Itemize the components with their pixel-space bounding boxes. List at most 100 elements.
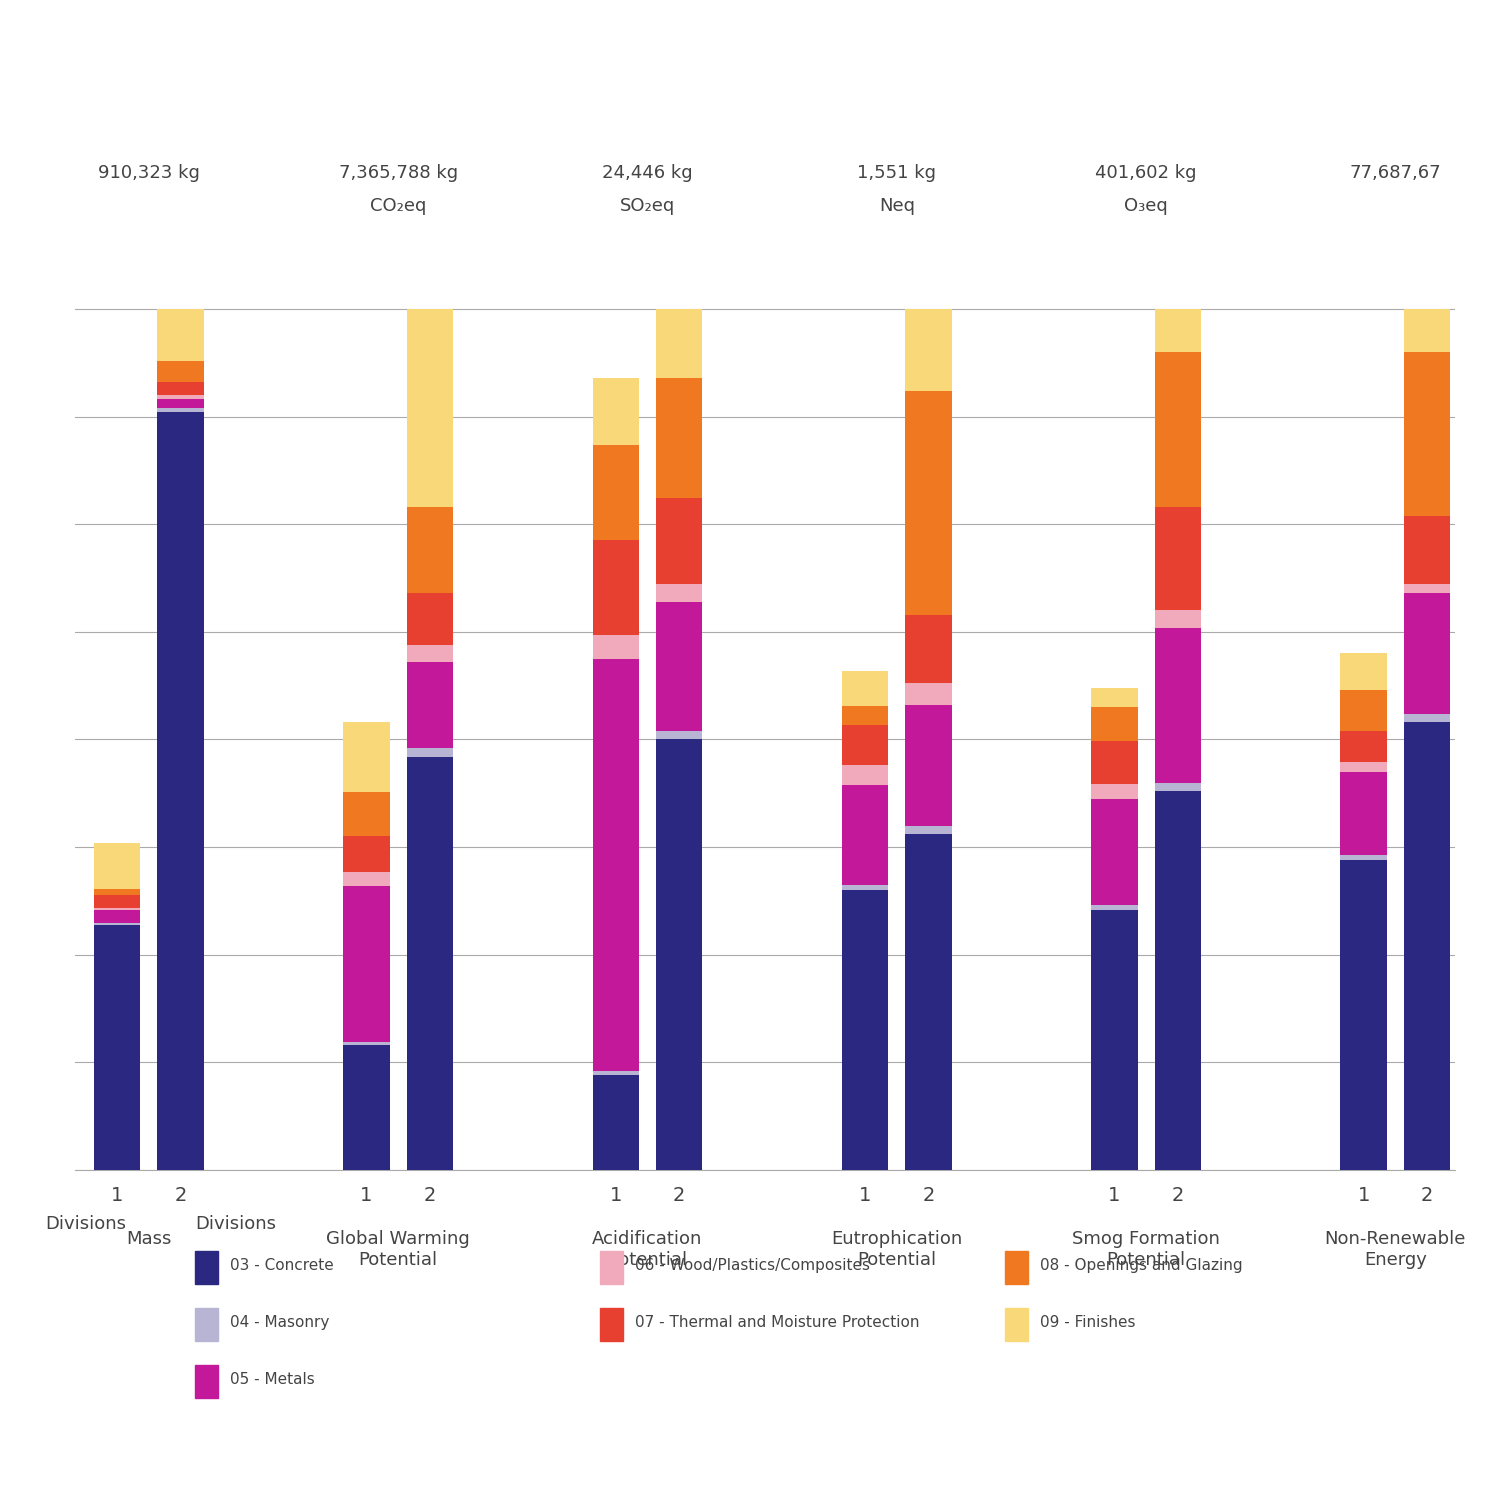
Bar bbox=[158, 413, 204, 1170]
Bar bbox=[1155, 627, 1202, 783]
Bar bbox=[1090, 688, 1137, 706]
Text: Global Warming
Potential: Global Warming Potential bbox=[327, 1230, 470, 1269]
Bar bbox=[94, 908, 141, 910]
Bar bbox=[406, 662, 453, 748]
Text: 05 - Metals: 05 - Metals bbox=[230, 1372, 315, 1388]
Bar bbox=[406, 309, 453, 507]
Bar bbox=[1341, 762, 1388, 772]
Text: 77,687,67: 77,687,67 bbox=[1350, 164, 1442, 182]
Bar bbox=[842, 765, 888, 786]
Bar bbox=[842, 891, 888, 1170]
Bar bbox=[1155, 610, 1202, 627]
Text: Divisions: Divisions bbox=[195, 1215, 276, 1233]
Text: 7,365,788 kg: 7,365,788 kg bbox=[339, 164, 458, 182]
Bar bbox=[1090, 741, 1137, 784]
Text: Divisions: Divisions bbox=[45, 1215, 126, 1233]
Bar bbox=[158, 408, 204, 413]
Bar bbox=[1341, 730, 1388, 762]
Bar bbox=[592, 636, 639, 658]
Bar bbox=[1155, 309, 1202, 352]
Bar bbox=[1404, 585, 1450, 592]
Bar bbox=[656, 585, 702, 602]
Text: 910,323 kg: 910,323 kg bbox=[98, 164, 200, 182]
Bar bbox=[906, 834, 952, 1170]
Bar bbox=[158, 399, 204, 408]
Bar bbox=[344, 1044, 390, 1170]
Bar bbox=[906, 309, 952, 390]
Text: 04 - Masonry: 04 - Masonry bbox=[230, 1316, 330, 1330]
Bar bbox=[94, 888, 141, 896]
Bar bbox=[1341, 690, 1388, 730]
Bar bbox=[1404, 592, 1450, 714]
Bar bbox=[1341, 859, 1388, 1170]
Bar bbox=[406, 507, 453, 592]
Text: Non-Renewable
Energy: Non-Renewable Energy bbox=[1324, 1230, 1466, 1269]
Bar bbox=[94, 924, 141, 1170]
Bar bbox=[592, 1076, 639, 1170]
Bar bbox=[656, 498, 702, 585]
Bar bbox=[344, 1042, 390, 1044]
Bar bbox=[906, 390, 952, 615]
Bar bbox=[158, 394, 204, 399]
Bar bbox=[906, 705, 952, 825]
Bar bbox=[94, 843, 141, 888]
Bar bbox=[406, 592, 453, 645]
Bar bbox=[406, 645, 453, 662]
Bar bbox=[1341, 855, 1388, 859]
Bar bbox=[1404, 516, 1450, 585]
Bar bbox=[1090, 904, 1137, 909]
Bar bbox=[592, 1071, 639, 1076]
Bar bbox=[94, 910, 141, 922]
Bar bbox=[656, 378, 702, 498]
Bar bbox=[94, 922, 141, 924]
Bar bbox=[656, 309, 702, 378]
Bar bbox=[842, 885, 888, 891]
Bar bbox=[592, 446, 639, 540]
Bar bbox=[1090, 909, 1137, 1170]
Bar bbox=[842, 786, 888, 885]
Text: SO₂eq: SO₂eq bbox=[620, 196, 675, 214]
Bar bbox=[344, 837, 390, 872]
Bar bbox=[842, 705, 888, 726]
Bar bbox=[1404, 309, 1450, 352]
Bar bbox=[1341, 654, 1388, 690]
Bar bbox=[1155, 507, 1202, 610]
Bar bbox=[1404, 714, 1450, 722]
Bar bbox=[344, 722, 390, 792]
Bar bbox=[1155, 790, 1202, 1170]
Bar bbox=[906, 825, 952, 834]
Text: 03 - Concrete: 03 - Concrete bbox=[230, 1258, 334, 1274]
Bar bbox=[592, 378, 639, 446]
Bar bbox=[344, 885, 390, 1042]
Text: 24,446 kg: 24,446 kg bbox=[602, 164, 693, 182]
Text: 401,602 kg: 401,602 kg bbox=[1095, 164, 1197, 182]
Text: Eutrophication
Potential: Eutrophication Potential bbox=[831, 1230, 963, 1269]
Bar bbox=[1090, 706, 1137, 741]
Bar bbox=[406, 756, 453, 1170]
Text: Mass: Mass bbox=[126, 1230, 171, 1248]
Bar bbox=[592, 540, 639, 636]
Text: 07 - Thermal and Moisture Protection: 07 - Thermal and Moisture Protection bbox=[634, 1316, 920, 1330]
Bar bbox=[906, 615, 952, 684]
Text: Acidification
Potential: Acidification Potential bbox=[592, 1230, 702, 1269]
Bar bbox=[406, 748, 453, 756]
Text: 06 - Wood/Plastics/Composites: 06 - Wood/Plastics/Composites bbox=[634, 1258, 870, 1274]
Bar bbox=[158, 309, 204, 360]
Bar bbox=[842, 726, 888, 765]
Text: 08 - Openings and Glazing: 08 - Openings and Glazing bbox=[1040, 1258, 1242, 1274]
Bar bbox=[1404, 352, 1450, 516]
Bar bbox=[1090, 798, 1137, 904]
Text: Smog Formation
Potential: Smog Formation Potential bbox=[1072, 1230, 1220, 1269]
Bar bbox=[1341, 772, 1388, 855]
Bar bbox=[656, 730, 702, 740]
Bar bbox=[592, 658, 639, 1071]
Bar bbox=[906, 684, 952, 705]
Bar bbox=[344, 871, 390, 885]
Bar bbox=[656, 740, 702, 1170]
Bar bbox=[1155, 352, 1202, 507]
Text: 09 - Finishes: 09 - Finishes bbox=[1040, 1316, 1136, 1330]
Bar bbox=[94, 896, 141, 908]
Bar bbox=[842, 670, 888, 705]
Bar bbox=[344, 792, 390, 837]
Text: CO₂eq: CO₂eq bbox=[370, 196, 426, 214]
